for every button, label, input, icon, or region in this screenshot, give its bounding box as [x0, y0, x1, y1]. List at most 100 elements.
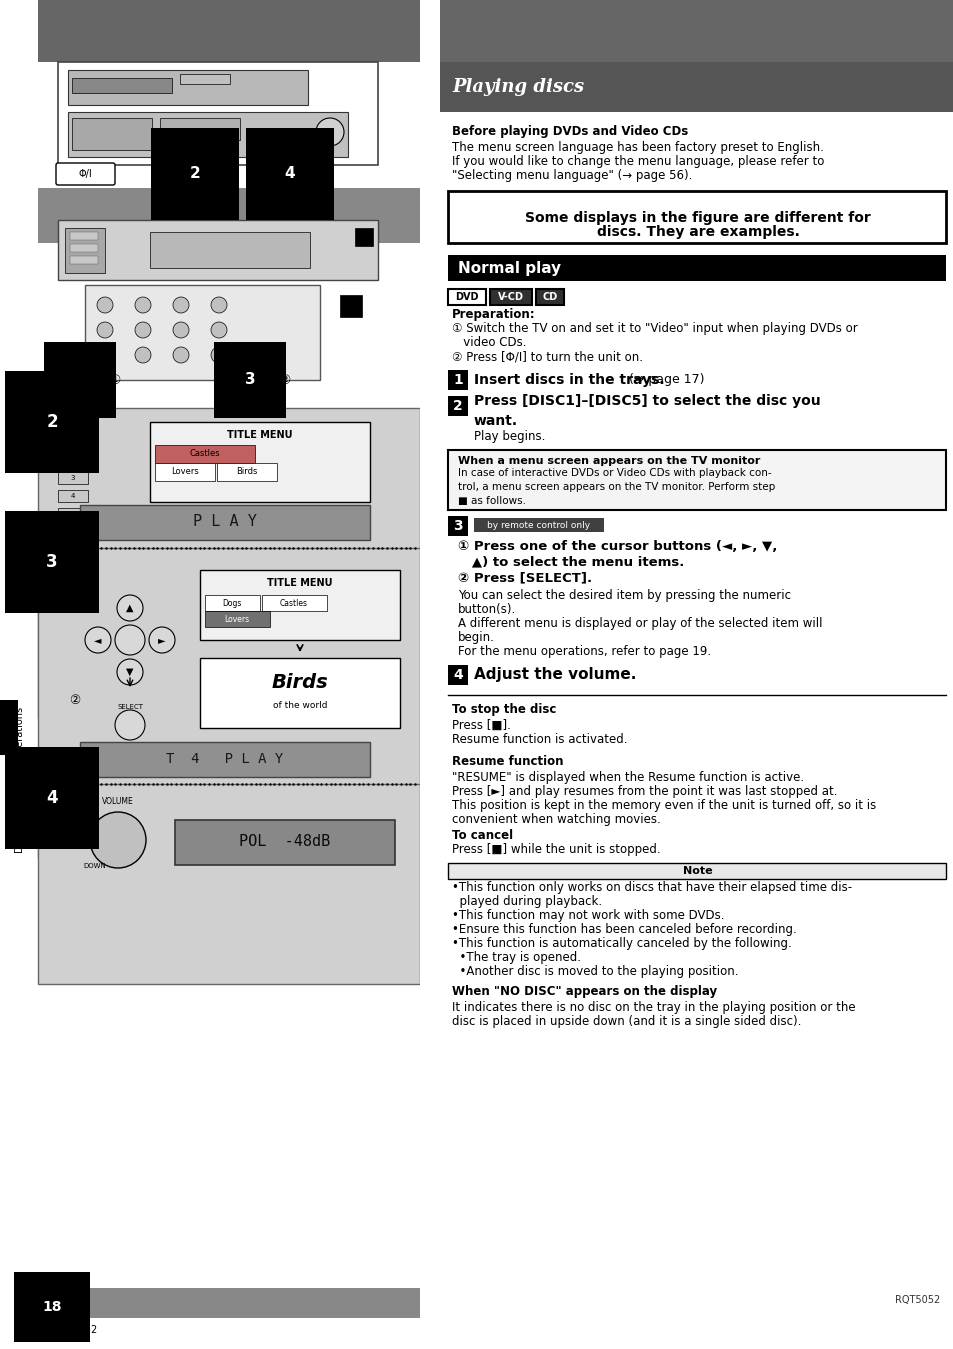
Text: TITLE MENU: TITLE MENU — [267, 577, 333, 588]
Text: The menu screen language has been factory preset to English.: The menu screen language has been factor… — [452, 142, 823, 154]
Text: •This function may not work with some DVDs.: •This function may not work with some DV… — [452, 909, 723, 921]
Bar — [0, 0, 38, 1349]
Text: Lovers: Lovers — [224, 615, 250, 623]
Text: RQT5052: RQT5052 — [52, 1325, 97, 1336]
Text: disc is placed in upside down (and it is a single sided disc).: disc is placed in upside down (and it is… — [452, 1014, 801, 1028]
Text: Some displays in the figure are different for: Some displays in the figure are differen… — [524, 210, 870, 225]
Text: Resume function: Resume function — [452, 755, 563, 768]
Text: When a menu screen appears on the TV monitor: When a menu screen appears on the TV mon… — [457, 456, 760, 465]
Text: V-CD: V-CD — [497, 291, 523, 302]
Circle shape — [115, 710, 145, 741]
Text: Note: Note — [682, 866, 712, 876]
Bar — [205, 595, 260, 611]
Text: 5: 5 — [71, 511, 75, 517]
Bar — [448, 370, 468, 390]
Text: ② Press [SELECT].: ② Press [SELECT]. — [457, 571, 592, 584]
Text: 3: 3 — [453, 519, 462, 533]
Bar — [174, 820, 395, 865]
Bar — [154, 445, 254, 463]
Text: Birds: Birds — [236, 468, 257, 476]
Bar — [70, 232, 98, 240]
Text: ② Press [Φ/I] to turn the unit on.: ② Press [Φ/I] to turn the unit on. — [452, 349, 642, 363]
Text: CD: CD — [542, 291, 558, 302]
Text: 4: 4 — [284, 166, 295, 182]
Text: 3: 3 — [46, 553, 58, 571]
Text: P L A Y: P L A Y — [193, 514, 256, 530]
Bar — [68, 70, 308, 105]
Bar — [38, 548, 419, 858]
Text: Dogs: Dogs — [222, 599, 241, 607]
Bar — [70, 244, 98, 252]
Text: button(s).: button(s). — [457, 603, 516, 616]
Text: 2: 2 — [46, 413, 58, 430]
Bar — [58, 436, 88, 448]
Text: ▲) to select the menu items.: ▲) to select the menu items. — [457, 554, 683, 568]
Text: ►: ► — [158, 635, 166, 645]
Bar — [448, 451, 945, 510]
Bar — [200, 658, 399, 728]
Text: ②: ② — [279, 374, 291, 387]
Text: 3: 3 — [244, 372, 255, 387]
Bar — [154, 463, 214, 482]
Bar — [448, 397, 468, 415]
Bar — [38, 0, 419, 62]
Text: ▲: ▲ — [126, 603, 133, 612]
Bar — [448, 863, 945, 880]
Bar — [216, 463, 276, 482]
Circle shape — [315, 117, 344, 146]
Text: by remote control only: by remote control only — [487, 521, 590, 530]
Text: Castles: Castles — [280, 599, 308, 607]
Circle shape — [211, 347, 227, 363]
Text: Playing discs: Playing discs — [452, 78, 583, 96]
Text: played during playback.: played during playback. — [452, 894, 601, 908]
Text: If you would like to change the menu language, please refer to: If you would like to change the menu lan… — [452, 155, 823, 169]
Bar — [80, 742, 370, 777]
Text: •Ensure this function has been canceled before recording.: •Ensure this function has been canceled … — [452, 923, 796, 936]
Circle shape — [149, 627, 174, 653]
Circle shape — [135, 347, 151, 363]
Text: ①: ① — [110, 374, 120, 387]
Bar — [68, 112, 348, 156]
Text: ①: ① — [70, 556, 81, 568]
Text: Before playing DVDs and Video CDs: Before playing DVDs and Video CDs — [452, 125, 687, 138]
Text: video CDs.: video CDs. — [452, 336, 526, 349]
Text: ▼: ▼ — [126, 666, 133, 677]
Text: DISC: DISC — [64, 425, 80, 430]
Text: POL  -48dB: POL -48dB — [239, 835, 331, 850]
Bar — [58, 472, 88, 484]
Bar — [180, 74, 230, 84]
Text: DVD/VIDEO CD/CD operations: DVD/VIDEO CD/CD operations — [15, 707, 25, 853]
Bar — [85, 285, 319, 380]
Bar — [38, 407, 419, 718]
Text: DOWN: DOWN — [84, 863, 107, 869]
Text: Press [DISC1]–[DISC5] to select the disc you: Press [DISC1]–[DISC5] to select the disc… — [474, 394, 820, 407]
Bar — [160, 117, 240, 140]
Text: 4: 4 — [71, 492, 75, 499]
Text: When "NO DISC" appears on the display: When "NO DISC" appears on the display — [452, 985, 717, 998]
Text: ■ as follows.: ■ as follows. — [457, 496, 525, 506]
Text: convenient when watching movies.: convenient when watching movies. — [452, 813, 660, 826]
Text: RQT5052: RQT5052 — [894, 1295, 939, 1304]
Circle shape — [117, 660, 143, 685]
Bar — [448, 517, 468, 536]
Bar — [205, 611, 270, 627]
Bar — [439, 0, 953, 62]
Text: A different menu is displayed or play of the selected item will: A different menu is displayed or play of… — [457, 616, 821, 630]
Bar — [262, 595, 327, 611]
Text: 4: 4 — [453, 668, 462, 683]
Text: (→ page 17): (→ page 17) — [624, 374, 703, 387]
Circle shape — [117, 595, 143, 621]
Text: To cancel: To cancel — [452, 830, 513, 842]
Bar — [65, 228, 105, 272]
Bar — [474, 518, 603, 532]
Text: discs. They are examples.: discs. They are examples. — [596, 225, 799, 239]
Text: VOLUME: VOLUME — [102, 797, 133, 807]
Circle shape — [211, 322, 227, 339]
Bar — [150, 422, 370, 502]
Circle shape — [97, 322, 112, 339]
Text: of the world: of the world — [273, 700, 327, 710]
Bar — [448, 255, 945, 281]
Bar — [448, 192, 945, 243]
Text: Birds: Birds — [272, 673, 328, 692]
Text: •This function only works on discs that have their elapsed time dis-: •This function only works on discs that … — [452, 881, 851, 894]
